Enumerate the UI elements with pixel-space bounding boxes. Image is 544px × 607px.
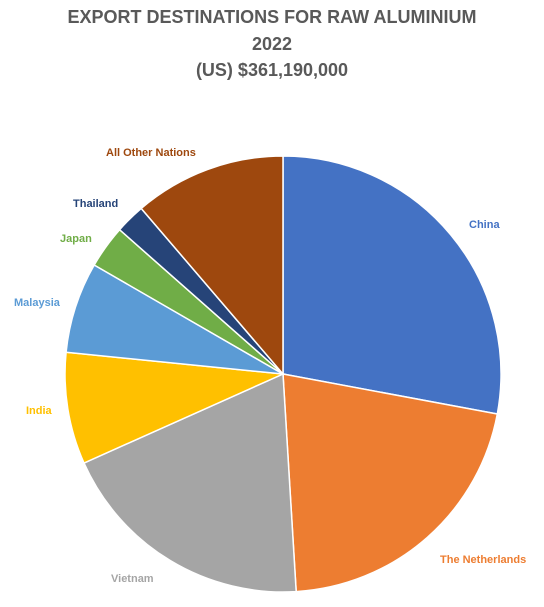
pie-slice-china — [282, 155, 502, 415]
slice-label-thailand: Thailand — [73, 198, 118, 210]
slice-label-india: India — [26, 405, 53, 417]
slice-label-japan: Japan — [60, 233, 92, 245]
slice-label-vietnam: Vietnam — [111, 573, 154, 585]
slice-label-malaysia: Malaysia — [14, 297, 61, 309]
pie-labels: China The Netherlands Vietnam India Malaysia… — [14, 147, 526, 585]
chart-title: EXPORT DESTINATIONS FOR RAW ALUMINIUM — [67, 7, 477, 27]
pie-slice-the-netherlands — [282, 373, 499, 593]
slice-label-china: China — [469, 219, 500, 231]
pie-slices — [64, 155, 502, 593]
pie-slice-all-other-nations — [140, 155, 284, 377]
slice-label-the-netherlands: The Netherlands — [440, 554, 526, 566]
pie-slice-vietnam — [83, 372, 297, 593]
chart-subtitle-total: (US) $361,190,000 — [195, 60, 349, 80]
slice-label-all-other-nations: All Other Nations — [106, 147, 196, 159]
pie-slice-india — [64, 351, 286, 465]
chart-subtitle-year: 2022 — [251, 34, 293, 54]
